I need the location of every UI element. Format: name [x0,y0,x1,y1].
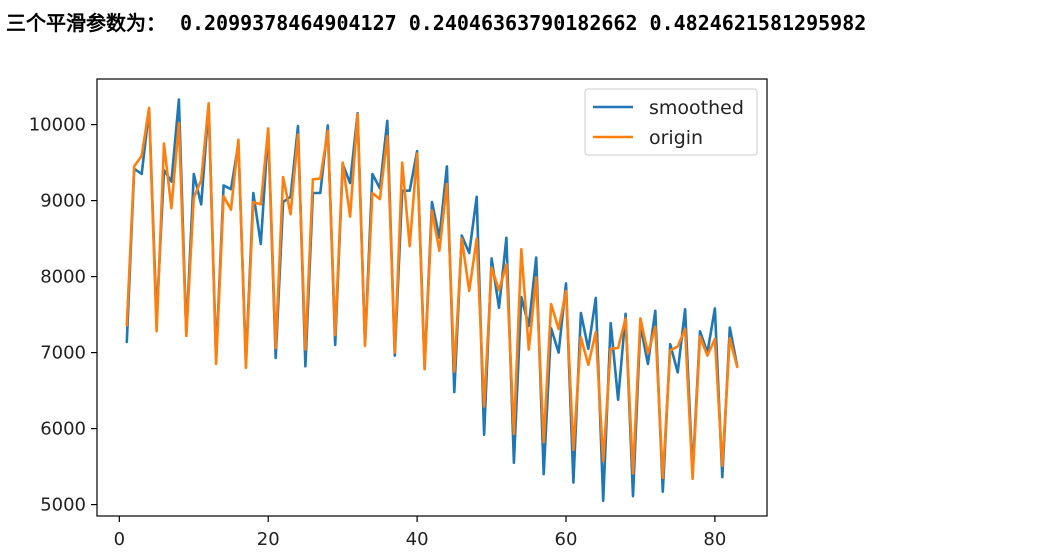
axes-frame [96,78,768,517]
output-label: 三个平滑参数为： [6,11,166,35]
x-tick-label: 20 [257,529,280,550]
x-tick-label: 60 [555,529,578,550]
y-tick-label: 10000 [29,115,86,136]
x-tick-label: 0 [114,529,125,550]
series-layer [125,98,739,503]
y-tick-label: 6000 [40,419,86,440]
y-tick-label: 5000 [40,495,86,516]
x-tick-label: 40 [406,529,429,550]
y-tick-label: 8000 [40,267,86,288]
x-tick-label: 80 [703,529,726,550]
series-line-origin [125,102,739,481]
legend-label-smoothed: smoothed [649,97,744,119]
output-values: 0.2099378464904127 0.24046363790182662 0… [179,11,867,35]
legend: smoothed origin [584,88,758,156]
legend-label-origin: origin [649,127,703,149]
y-tick-label: 9000 [40,191,86,212]
printed-output: 三个平滑参数为： 0.2099378464904127 0.2404636379… [6,6,866,40]
legend-box [584,88,758,156]
ticks-layer: 0 20 40 60 80 5000 6000 7000 8000 9000 10000 [29,115,727,550]
y-tick-label: 7000 [40,343,86,364]
